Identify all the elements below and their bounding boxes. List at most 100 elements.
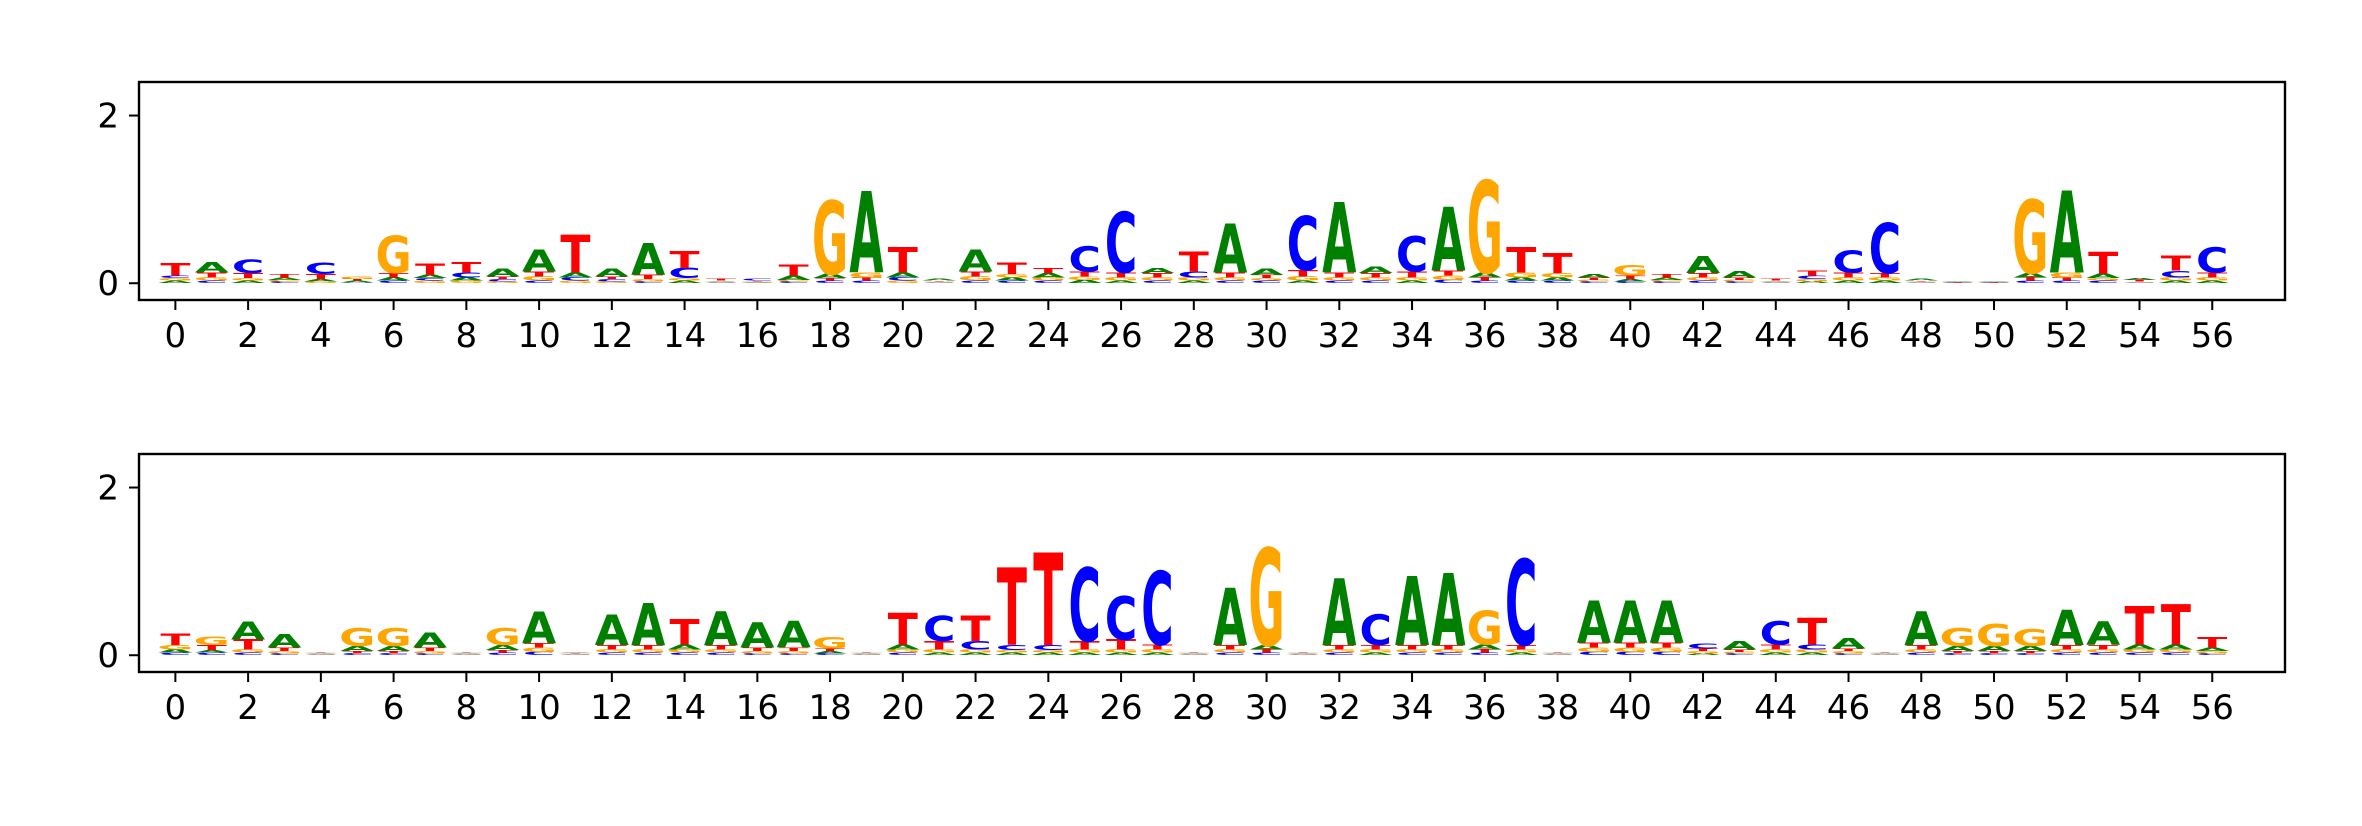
logo-letter-T: T (269, 273, 300, 278)
logo-letter-G: G (1685, 277, 1721, 282)
logo-letter-T: T (379, 272, 410, 279)
logo-letter-C: C (959, 280, 991, 284)
logo-letter-T: T (1361, 272, 1392, 279)
logo-letter-T: T (997, 549, 1027, 672)
logo-letter-T: T (1542, 652, 1573, 653)
logo-letter-C: C (341, 653, 373, 656)
logo-letter-G: G (885, 649, 921, 654)
logo-letter-T: T (670, 613, 700, 653)
logo-letter-C: C (1905, 282, 1937, 283)
logo-letter-T: T (524, 270, 555, 278)
logo-letter-G: G (230, 278, 266, 282)
logo-letter-T: T (1470, 277, 1501, 282)
logo-letter-A: A (195, 260, 230, 276)
logo-letter-C: C (1432, 279, 1464, 284)
x-tick-label: 44 (1754, 688, 1797, 728)
logo-letter-C: C (596, 278, 628, 282)
logo-letter-A: A (595, 607, 629, 655)
logo-letter-G: G (1139, 649, 1175, 654)
logo-letter-A: A (413, 629, 448, 653)
logo-letter-G: G (812, 633, 848, 652)
logo-letter-A: A (849, 653, 883, 654)
logo-letter-A: A (1795, 281, 1830, 284)
logo-letter-C: C (377, 653, 409, 656)
logo-letter-A: A (2013, 645, 2048, 653)
logo-letter-T: T (197, 271, 228, 279)
logo-letter-A: A (1650, 277, 1685, 281)
logo-letter-G: G (1067, 649, 1103, 654)
logo-letter-A: A (1431, 555, 1465, 670)
logo-letter-G: G (776, 279, 812, 282)
logo-letter-T: T (2052, 277, 2083, 282)
logo-letter-G: G (994, 650, 1030, 654)
logo-letter-C: C (341, 282, 373, 283)
logo-letter-T: T (597, 276, 628, 280)
logo-letter-A: A (340, 280, 375, 283)
logo-letter-A: A (1286, 280, 1321, 284)
logo-letter-G: G (412, 280, 448, 284)
logo-letter-C: C (1650, 281, 1682, 284)
logo-letter-C: C (850, 280, 882, 284)
logo-letter-A: A (1977, 281, 2011, 282)
logo-letter-G: G (266, 650, 302, 654)
logo-letter-G: G (1176, 277, 1212, 282)
x-tick-label: 6 (383, 688, 405, 728)
logo-letter-C: C (1941, 282, 1973, 283)
logo-letter-T: T (197, 644, 228, 652)
logo-letter-G: G (1394, 649, 1430, 654)
logo-letter-T: T (560, 653, 591, 654)
logo-letter-C: C (1869, 209, 1901, 290)
logo-letter-A: A (1359, 652, 1394, 656)
logo-letter-G: G (1467, 601, 1503, 655)
logo-letter-C: C (377, 280, 409, 284)
logo-letter-A: A (813, 650, 848, 654)
logo-letter-T: T (1433, 644, 1464, 651)
logo-letter-T: T (2088, 644, 2119, 651)
logo-letter-C: C (1105, 585, 1137, 654)
logo-letter-C: C (159, 652, 191, 656)
logo-letter-G: G (1212, 649, 1248, 654)
logo-letter-T: T (851, 652, 882, 653)
logo-letter-A: A (813, 273, 848, 280)
x-tick-label: 14 (663, 316, 706, 356)
logo-letter-A: A (1431, 191, 1465, 292)
logo-letter-G: G (1903, 281, 1939, 282)
logo-letter-T: T (1397, 270, 1428, 279)
logo-letter-A: A (1395, 559, 1429, 668)
logo-letter-C: C (1323, 280, 1355, 284)
logo-letter-G: G (1285, 653, 1321, 654)
x-tick-label: 12 (590, 316, 633, 356)
logo-letter-A: A (1722, 639, 1756, 653)
logo-letter-C: C (1032, 280, 1064, 284)
logo-letter-T: T (1361, 644, 1392, 651)
logo-letter-T: T (779, 647, 810, 652)
logo-letter-G: G (1976, 283, 2012, 284)
logo-letter-C: C (596, 652, 628, 656)
logo-letter-C: C (1396, 227, 1428, 283)
logo-letter-C: C (1614, 281, 1646, 284)
logo-letter-T: T (779, 262, 810, 280)
logo-letter-T: T (1833, 648, 1864, 652)
logo-letter-A: A (595, 267, 629, 279)
x-tick-label: 28 (1172, 688, 1215, 728)
logo-letter-T: T (1470, 649, 1501, 654)
logo-letter-G: G (230, 649, 266, 654)
logo-letter-G: G (2012, 625, 2048, 652)
x-tick-label: 24 (1027, 688, 1070, 728)
logo-letter-A: A (777, 613, 812, 656)
x-tick-label: 0 (165, 688, 187, 728)
logo-letter-T: T (851, 277, 882, 282)
logo-letter-C: C (2160, 652, 2192, 656)
logo-letter-A: A (1249, 644, 1284, 651)
logo-letter-T: T (2124, 279, 2155, 282)
logo-letter-A: A (1577, 590, 1611, 657)
x-tick-label: 26 (1099, 316, 1142, 356)
logo-letter-A: A (995, 277, 1030, 282)
logo-letter-C: C (1287, 203, 1319, 288)
logo-letter-G: G (1503, 649, 1539, 654)
logo-letter-C: C (487, 278, 519, 282)
logo-letter-G: G (703, 282, 739, 283)
logo-letter-G: G (194, 277, 230, 282)
x-tick-label: 16 (736, 688, 779, 728)
